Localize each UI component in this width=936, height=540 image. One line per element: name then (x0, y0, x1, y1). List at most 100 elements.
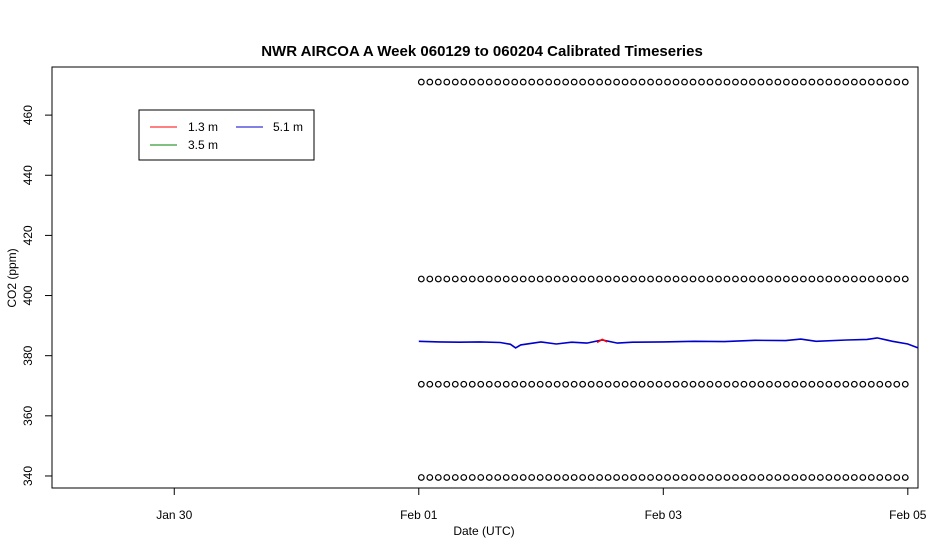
marker-point (536, 275, 544, 283)
marker-point (867, 474, 875, 481)
marker-point (417, 474, 425, 481)
marker-point (502, 275, 510, 283)
marker-point (850, 474, 858, 481)
marker-point (553, 380, 561, 388)
marker-point (434, 380, 442, 388)
marker-point (689, 474, 697, 481)
marker-point (867, 275, 875, 283)
marker-point (799, 380, 807, 388)
marker-point (766, 474, 773, 481)
marker-point (604, 474, 612, 481)
marker-point (740, 474, 748, 481)
marker-point (825, 275, 833, 283)
plot-frame (51, 66, 919, 489)
marker-point (468, 78, 476, 86)
marker-point (638, 78, 646, 86)
marker-point (808, 78, 816, 86)
marker-point (468, 380, 476, 388)
marker-point (655, 78, 663, 86)
marker-point (740, 78, 748, 86)
marker-point (494, 380, 502, 388)
marker-point (468, 474, 476, 481)
marker-point (799, 78, 807, 86)
marker-point (774, 78, 782, 86)
marker-point (630, 474, 637, 481)
marker-point (799, 275, 807, 283)
marker-point (816, 275, 824, 283)
legend-label-5-1-m: 5.1 m (273, 120, 303, 134)
marker-point (587, 78, 595, 86)
marker-point (842, 275, 850, 283)
marker-point (706, 380, 714, 388)
marker-point (681, 474, 688, 481)
marker-point (647, 474, 654, 481)
marker-point (621, 78, 629, 86)
x-axis-label: Date (UTC) (453, 524, 514, 538)
marker-point (833, 474, 841, 481)
marker-point (715, 78, 722, 86)
marker-point (867, 78, 875, 86)
marker-point (859, 380, 867, 388)
marker-point (825, 474, 833, 481)
marker-point (732, 380, 739, 388)
marker-point (749, 275, 756, 283)
marker-point (859, 78, 867, 86)
marker-point (783, 474, 790, 481)
marker-point (757, 380, 765, 388)
marker-point (536, 78, 544, 86)
marker-point (477, 275, 485, 283)
marker-point (596, 474, 604, 481)
marker-point (494, 78, 502, 86)
marker-point (519, 474, 527, 481)
marker-point (664, 474, 671, 481)
legend-label-1-3-m: 1.3 m (188, 120, 218, 134)
marker-point (451, 275, 459, 283)
marker-point (596, 78, 604, 86)
marker-point (783, 78, 790, 86)
marker-point (740, 275, 748, 283)
line-series-group (418, 337, 919, 349)
marker-point (417, 380, 425, 388)
marker-point (587, 474, 595, 481)
series-line-1-3-m (596, 338, 608, 344)
marker-point (884, 380, 892, 388)
marker-point (434, 78, 442, 86)
marker-point (825, 380, 833, 388)
x-tick-label-jan-30: Jan 30 (156, 508, 192, 522)
marker-point (528, 78, 536, 86)
marker-point (808, 474, 816, 481)
marker-point (536, 380, 544, 388)
marker-point (715, 275, 722, 283)
marker-point (901, 474, 909, 481)
marker-point (451, 474, 459, 481)
marker-point (570, 78, 578, 86)
marker-point (596, 275, 604, 283)
marker-point (647, 78, 654, 86)
marker-point (816, 380, 824, 388)
marker-point (842, 380, 850, 388)
marker-point (545, 78, 553, 86)
marker-point (460, 380, 468, 388)
marker-point (528, 380, 536, 388)
marker-point (485, 474, 493, 481)
marker-point (901, 380, 909, 388)
marker-point (783, 275, 790, 283)
marker-point (664, 275, 671, 283)
x-tick-label-feb-01: Feb 01 (400, 508, 438, 522)
marker-point (511, 275, 519, 283)
legend: 1.3 m 3.5 m 5.1 m (138, 109, 315, 161)
y-tick-label-420: 420 (21, 225, 35, 245)
marker-point (816, 474, 824, 481)
marker-point (477, 78, 485, 86)
marker-point (808, 275, 816, 283)
marker-point (545, 380, 553, 388)
y-tick-label-460: 460 (21, 105, 35, 125)
marker-point (740, 380, 748, 388)
y-tick-label-340: 340 (21, 466, 35, 486)
marker-point (443, 380, 451, 388)
marker-point (766, 380, 773, 388)
marker-point (528, 275, 536, 283)
chart-title: NWR AIRCOA A Week 060129 to 060204 Calib… (261, 43, 703, 60)
marker-point (562, 474, 570, 481)
